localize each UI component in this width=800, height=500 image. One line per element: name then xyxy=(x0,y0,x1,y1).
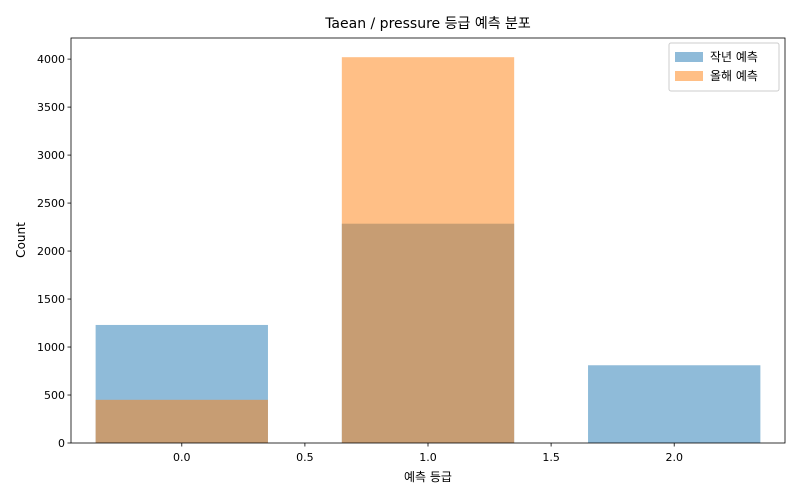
y-tick-label: 3500 xyxy=(37,101,65,114)
bars-layer xyxy=(95,57,761,444)
x-tick-label: 1.0 xyxy=(419,451,437,464)
axes-layer: 0.0 0.5 1.0 1.5 2.0 0 500 1000 1500 2000 2500 3000 3… xyxy=(37,37,786,464)
chart-title: Taean / pressure 등급 예측 분포 xyxy=(324,16,531,32)
y-tick-label: 1000 xyxy=(37,341,65,354)
x-tick-label: 0.5 xyxy=(296,451,314,464)
legend-label-1: 올해 예측 xyxy=(710,69,758,83)
y-tick-label: 500 xyxy=(44,389,65,402)
bar-series-1-0 xyxy=(95,399,268,443)
y-tick-label: 2500 xyxy=(37,197,65,210)
y-axis-label: Count xyxy=(14,222,28,258)
x-axis-label: 예측 등급 xyxy=(404,470,452,484)
y-tick-label: 1500 xyxy=(37,293,65,306)
bar-series-1-1 xyxy=(341,57,515,444)
x-tick-label: 1.5 xyxy=(542,451,560,464)
y-tick-label: 2000 xyxy=(37,245,65,258)
bar-series-0-2 xyxy=(588,365,761,443)
legend-swatch-0 xyxy=(675,52,703,62)
x-tick-label: 0.0 xyxy=(173,451,191,464)
y-tick-label: 0 xyxy=(58,437,65,450)
legend-label-0: 작년 예측 xyxy=(710,50,758,64)
legend-swatch-1 xyxy=(675,71,703,81)
x-tick-label: 2.0 xyxy=(665,451,683,464)
y-tick-label: 3000 xyxy=(37,149,65,162)
y-tick-label: 4000 xyxy=(37,53,65,66)
